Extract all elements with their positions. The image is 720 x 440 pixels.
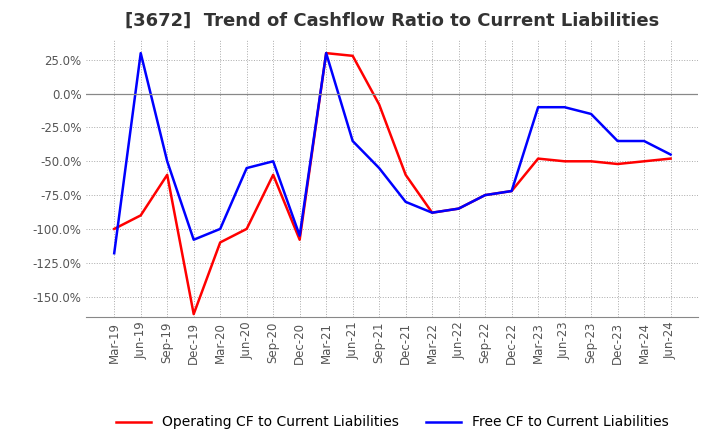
Free CF to Current Liabilities [587, 111, 595, 117]
Free CF to Current Liabilities [613, 138, 622, 143]
Free CF to Current Liabilities [189, 237, 198, 242]
Operating CF to Current Liabilities [454, 206, 463, 211]
Operating CF to Current Liabilities [613, 161, 622, 167]
Free CF to Current Liabilities [163, 159, 171, 164]
Free CF to Current Liabilities [401, 199, 410, 205]
Free CF to Current Liabilities [640, 138, 649, 143]
Operating CF to Current Liabilities [348, 53, 357, 59]
Operating CF to Current Liabilities [136, 213, 145, 218]
Operating CF to Current Liabilities [375, 102, 384, 107]
Free CF to Current Liabilities [269, 159, 277, 164]
Operating CF to Current Liabilities [401, 172, 410, 177]
Operating CF to Current Liabilities [587, 159, 595, 164]
Free CF to Current Liabilities [295, 233, 304, 238]
Line: Operating CF to Current Liabilities: Operating CF to Current Liabilities [114, 53, 670, 314]
Free CF to Current Liabilities [534, 105, 542, 110]
Line: Free CF to Current Liabilities: Free CF to Current Liabilities [114, 53, 670, 253]
Operating CF to Current Liabilities [534, 156, 542, 161]
Free CF to Current Liabilities [348, 138, 357, 143]
Free CF to Current Liabilities [375, 165, 384, 171]
Legend: Operating CF to Current Liabilities, Free CF to Current Liabilities: Operating CF to Current Liabilities, Fre… [110, 410, 675, 435]
Free CF to Current Liabilities [560, 105, 569, 110]
Free CF to Current Liabilities [322, 51, 330, 56]
Free CF to Current Liabilities [216, 226, 225, 231]
Operating CF to Current Liabilities [640, 159, 649, 164]
Operating CF to Current Liabilities [295, 237, 304, 242]
Operating CF to Current Liabilities [560, 159, 569, 164]
Free CF to Current Liabilities [508, 188, 516, 194]
Free CF to Current Liabilities [454, 206, 463, 211]
Operating CF to Current Liabilities [110, 226, 119, 231]
Operating CF to Current Liabilities [243, 226, 251, 231]
Title: [3672]  Trend of Cashflow Ratio to Current Liabilities: [3672] Trend of Cashflow Ratio to Curren… [125, 12, 660, 30]
Operating CF to Current Liabilities [428, 210, 436, 215]
Free CF to Current Liabilities [136, 51, 145, 56]
Free CF to Current Liabilities [481, 192, 490, 198]
Free CF to Current Liabilities [243, 165, 251, 171]
Operating CF to Current Liabilities [666, 156, 675, 161]
Operating CF to Current Liabilities [269, 172, 277, 177]
Operating CF to Current Liabilities [216, 240, 225, 245]
Free CF to Current Liabilities [428, 210, 436, 215]
Operating CF to Current Liabilities [189, 312, 198, 317]
Operating CF to Current Liabilities [481, 192, 490, 198]
Operating CF to Current Liabilities [322, 51, 330, 56]
Free CF to Current Liabilities [666, 152, 675, 157]
Operating CF to Current Liabilities [508, 188, 516, 194]
Operating CF to Current Liabilities [163, 172, 171, 177]
Free CF to Current Liabilities [110, 251, 119, 256]
